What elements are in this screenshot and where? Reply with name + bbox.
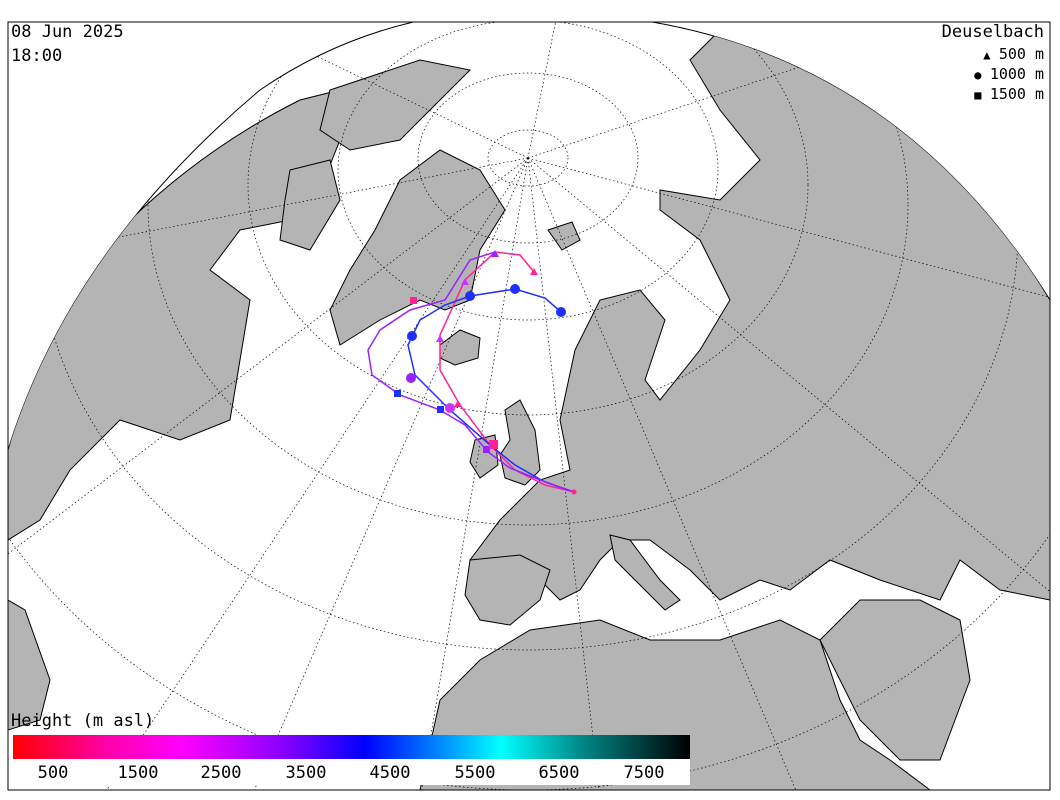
trajectory-500m-marker (530, 268, 538, 275)
trajectory-500m-line (439, 251, 575, 493)
land-italy (609, 534, 681, 611)
legend-item-1500m: ■ 1500 m (972, 85, 1044, 104)
height-colorbar (13, 735, 690, 759)
time-label: 18:00 (11, 46, 63, 66)
trajectory-1000m-marker (556, 307, 566, 317)
trajectory-1500m (367, 251, 575, 493)
colorbar-tick: 500 (37, 763, 69, 783)
trajectory-1000m (406, 284, 575, 493)
square-marker-icon: ■ (974, 88, 982, 102)
land-baffin (279, 159, 341, 251)
circle-marker-icon: ● (974, 68, 982, 82)
trajectory-500m (436, 250, 575, 493)
legend-label: 1500 m (989, 85, 1044, 103)
legend-item-500m: ▲ 500 m (981, 45, 1044, 64)
colorbar-tick: 1500 (117, 763, 159, 783)
colorbar-title: Height (m asl) (11, 711, 155, 731)
trajectory-500m-marker (436, 335, 444, 342)
legend-label: 1000 m (989, 65, 1044, 83)
trajectory-1000m-marker (406, 373, 416, 383)
trajectory-1000m-marker (465, 291, 475, 301)
colorbar-tick: 5500 (454, 763, 496, 783)
trajectory-500m-marker (491, 250, 499, 257)
trajectory-1500m-marker (489, 440, 498, 449)
land-arctic-islands (319, 59, 472, 151)
date-label: 08 Jun 2025 (11, 22, 124, 42)
trajectory-1000m-marker (445, 403, 455, 413)
land-arabia (819, 599, 971, 761)
trajectory-1000m-marker (407, 331, 417, 341)
trajectory-1000m-marker (510, 284, 520, 294)
trajectory-1500m-marker (437, 406, 444, 413)
legend-item-1000m: ● 1000 m (972, 65, 1044, 84)
colorbar-tick: 6500 (538, 763, 580, 783)
trajectory-1500m-line (367, 251, 575, 493)
trajectory-1500m-marker (410, 297, 417, 304)
trajectory-500m-marker (461, 278, 469, 285)
land-britain (499, 399, 541, 486)
trajectory-1500m-marker (394, 390, 401, 397)
station-label: Deuselbach (941, 22, 1044, 42)
land-svalbard (547, 221, 581, 251)
triangle-marker-icon: ▲ (983, 48, 991, 62)
trajectory-500m-marker (454, 400, 462, 407)
land-iberia (464, 554, 551, 626)
colorbar-tick: 4500 (369, 763, 411, 783)
colorbar-tick: 7500 (623, 763, 665, 783)
trajectory-1500m-marker (483, 446, 490, 453)
legend-label: 500 m (998, 45, 1044, 63)
colorbar-tick: 2500 (200, 763, 242, 783)
colorbar-tick-labels: 500 1500 2500 3500 4500 5500 6500 7500 (13, 759, 690, 785)
land-greenland (329, 149, 506, 346)
colorbar-tick: 3500 (285, 763, 327, 783)
land-south-america (8, 599, 51, 731)
origin-marker (571, 489, 577, 495)
